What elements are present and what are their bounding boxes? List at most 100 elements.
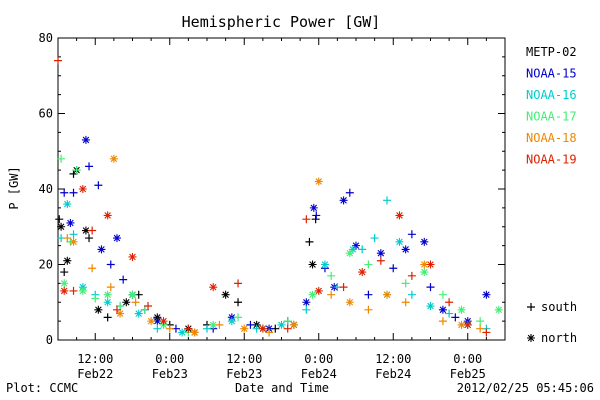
x-tick-date-label: Feb22 — [77, 367, 113, 381]
data-point-north — [63, 256, 72, 265]
x-tick-time-label: 12:00 — [77, 352, 113, 366]
series-noaa-18 — [63, 154, 485, 337]
data-point-south — [426, 283, 435, 292]
data-point-north — [345, 249, 354, 258]
data-point-north — [134, 309, 143, 318]
data-point-south — [60, 188, 69, 197]
data-point-south — [364, 260, 373, 269]
x-axis-ticks: 12:00Feb220:00Feb2312:00Feb230:00Feb2412… — [76, 38, 487, 381]
data-point-north — [308, 260, 317, 269]
marker-legend-label: north — [541, 331, 577, 345]
y-tick-label: 60 — [39, 107, 53, 121]
data-point-north — [178, 328, 187, 337]
data-point-north — [426, 302, 435, 311]
data-point-north — [66, 218, 75, 227]
data-point-south — [153, 324, 162, 333]
data-point-north — [383, 290, 392, 299]
y-tick-label: 20 — [39, 258, 53, 272]
data-point-north — [426, 260, 435, 269]
data-point-north — [309, 203, 318, 212]
data-point-south — [476, 317, 485, 326]
data-point-south — [72, 166, 81, 175]
data-point-south — [327, 271, 336, 280]
chart-title: Hemispheric Power [GW] — [182, 13, 381, 31]
data-point-south — [407, 290, 416, 299]
data-point-south — [407, 271, 416, 280]
data-point-north — [94, 305, 103, 314]
data-point-south — [203, 324, 211, 333]
data-point-north — [308, 290, 317, 299]
legend-entry-noaa-17: NOAA-17 — [526, 110, 577, 124]
data-points — [54, 56, 503, 337]
data-point-south — [165, 324, 174, 333]
data-point-south — [445, 309, 454, 318]
data-point-north — [302, 298, 311, 307]
data-point-north — [463, 320, 472, 329]
data-point-south — [451, 313, 460, 322]
data-point-south — [265, 328, 274, 337]
data-point-south — [302, 305, 311, 314]
x-tick-time-label: 0:00 — [453, 352, 482, 366]
legend-entry-metp-02: METP-02 — [526, 45, 577, 59]
y-axis-ticks: 0 20 40 60 80 — [39, 31, 505, 347]
x-tick-date-label: Feb23 — [226, 367, 262, 381]
x-tick-time-label: 0:00 — [304, 352, 333, 366]
data-point-south — [305, 237, 314, 246]
data-point-north — [348, 245, 357, 254]
data-point-north — [457, 305, 466, 314]
data-point-south — [234, 279, 243, 288]
data-point-north — [109, 154, 118, 163]
data-point-south — [283, 324, 292, 333]
data-point-south — [234, 298, 243, 307]
data-point-south — [63, 234, 72, 243]
series-noaa-19 — [54, 56, 491, 337]
data-point-south — [358, 245, 367, 254]
data-point-north — [482, 290, 491, 299]
data-point-north — [345, 298, 354, 307]
data-point-north — [78, 185, 87, 193]
y-axis-label: P [GW] — [7, 166, 21, 209]
data-point-south — [69, 286, 78, 295]
x-tick-date-label: Feb24 — [301, 367, 337, 381]
data-point-south — [311, 215, 320, 224]
data-point-north — [401, 245, 410, 254]
data-point-north — [128, 290, 137, 299]
data-point-south — [144, 302, 153, 311]
legend-entry-noaa-15: NOAA-15 — [526, 67, 577, 81]
data-point-north — [103, 211, 112, 220]
data-point-north — [221, 290, 230, 299]
data-point-south — [55, 215, 64, 224]
data-point-north — [277, 320, 286, 329]
data-point-north — [97, 245, 106, 254]
data-point-north — [57, 222, 66, 231]
data-point-north — [190, 328, 199, 337]
marker-legend-plus-icon — [527, 303, 535, 311]
data-point-north — [153, 317, 162, 326]
data-point-south — [401, 279, 410, 288]
data-point-south — [215, 320, 224, 329]
data-point-north — [494, 305, 503, 314]
data-point-north — [438, 305, 447, 314]
data-point-south — [234, 313, 243, 322]
data-point-south — [103, 313, 112, 322]
data-point-south — [54, 56, 62, 65]
data-point-south — [57, 154, 66, 163]
marker-legend: south north — [527, 300, 577, 345]
legend-entry-noaa-16: NOAA-16 — [526, 88, 577, 102]
data-point-north — [339, 196, 348, 205]
plot-timestamp: 2012/02/25 05:45:06 — [457, 381, 594, 395]
data-point-south — [112, 305, 121, 314]
y-tick-label: 0 — [46, 333, 53, 347]
data-point-south — [376, 256, 385, 265]
data-point-north — [258, 324, 267, 333]
data-point-south — [184, 324, 193, 333]
data-point-north — [457, 320, 466, 329]
data-point-south — [407, 230, 416, 239]
data-point-south — [383, 196, 392, 205]
data-point-north — [240, 324, 249, 333]
data-point-north — [69, 237, 78, 246]
data-point-south — [85, 234, 94, 243]
data-point-north — [352, 241, 360, 250]
data-point-north — [209, 283, 218, 292]
data-point-south — [94, 181, 103, 190]
